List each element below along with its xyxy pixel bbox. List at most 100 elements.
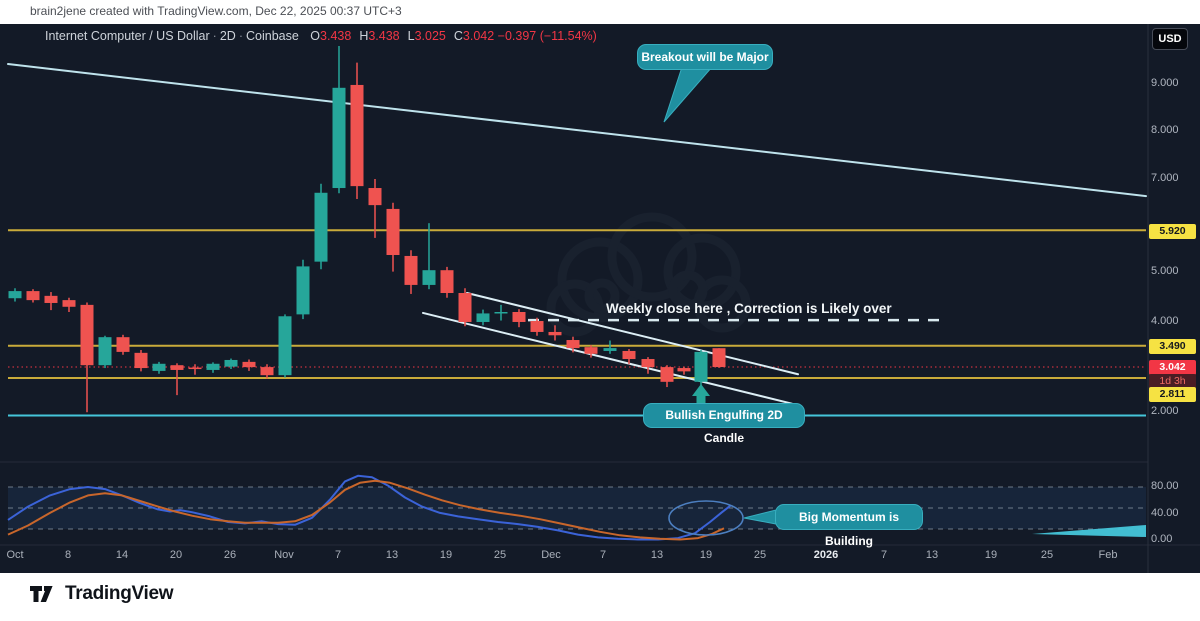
candle-body (26, 291, 40, 301)
candle-body (622, 350, 636, 360)
candle-body (278, 316, 292, 376)
candle-body (422, 270, 436, 285)
annotation-breakout[interactable]: Breakout will be Major (637, 44, 773, 70)
oscillator-band (8, 487, 1146, 529)
tradingview-logo-icon (30, 585, 53, 602)
time-tick-8: 8 (64, 549, 72, 561)
price-tick-5.000: 5.000 (1151, 265, 1179, 277)
candle-body (206, 363, 220, 370)
time-tick-Nov: Nov (274, 549, 294, 561)
breakout-callout-tail (663, 66, 714, 123)
time-tick-14: 14 (115, 549, 129, 561)
candle-body (170, 365, 184, 370)
time-tick-Feb: Feb (1098, 549, 1118, 561)
engulfing-arrow (692, 384, 710, 404)
time-tick-13: 13 (650, 549, 664, 561)
time-tick-13: 13 (385, 549, 399, 561)
candle-body (98, 337, 112, 366)
oscillator-line-orange (7, 479, 725, 541)
candle-body (494, 312, 508, 314)
annotation-big-momentum[interactable]: Big Momentum is Building (775, 504, 923, 548)
separator: · (212, 29, 217, 43)
price-tick-8.000: 8.000 (1151, 124, 1179, 136)
ohlc-item: O3.438 (310, 29, 352, 43)
symbol-title: Internet Computer / US Dollar (45, 29, 210, 43)
time-tick-Dec: Dec (541, 549, 561, 561)
attribution-text: brain2jene created with TradingView.com,… (30, 4, 402, 18)
ohlc-values: O3.438 H3.438 L3.025 C3.042 (302, 29, 494, 43)
ohlc-item: H3.438 (359, 29, 400, 43)
time-tick-25: 25 (753, 549, 767, 561)
time-tick-25: 25 (1040, 549, 1054, 561)
symbol-header[interactable]: Internet Computer / US Dollar · 2D · Coinbas… (45, 29, 597, 43)
candle-body (134, 352, 148, 369)
candle-body (584, 347, 598, 354)
time-tick-7: 7 (599, 549, 607, 561)
cyan-arrow-marker (1032, 525, 1146, 537)
price-label-3.042: 3.042 (1149, 360, 1196, 375)
change-value: −0.397 (−11.54%) (497, 29, 597, 43)
candle-body (116, 337, 130, 352)
oscillator-line-blue (7, 474, 732, 541)
candle-body (44, 295, 58, 303)
time-tick-13: 13 (925, 549, 939, 561)
candle-body (350, 84, 364, 187)
candle-body (152, 363, 166, 371)
candle-body (440, 270, 454, 293)
candle-body (694, 351, 708, 382)
candle-body (62, 300, 76, 307)
candle-body (548, 331, 562, 336)
candle-body (224, 359, 238, 367)
price-tick-4.000: 4.000 (1151, 315, 1179, 327)
time-tick-19: 19 (984, 549, 998, 561)
candle-body (404, 255, 418, 285)
candle-body (368, 188, 382, 206)
candle-body (296, 266, 310, 315)
oscillator-tick-40.00: 40.00 (1151, 507, 1179, 519)
candle-body (314, 192, 328, 262)
candle-body (476, 313, 490, 322)
annotation-weekly-close[interactable]: Weekly close here , Correction is Likely… (606, 301, 892, 316)
time-tick-20: 20 (169, 549, 183, 561)
separator2: · (238, 29, 243, 43)
currency-toggle-button[interactable]: USD (1152, 28, 1188, 50)
candle-body (660, 367, 674, 382)
time-tick-7: 7 (334, 549, 342, 561)
candle-body (458, 293, 472, 322)
price-tick-2.000: 2.000 (1151, 405, 1179, 417)
price-label-3.490: 3.490 (1149, 339, 1196, 354)
candle-body (530, 321, 544, 332)
candle-body (641, 359, 655, 368)
footer-bar: TradingView (0, 573, 1200, 621)
ohlc-item: L3.025 (407, 29, 446, 43)
tradingview-logo[interactable]: TradingView (30, 583, 174, 605)
time-tick-2026: 2026 (813, 549, 839, 561)
exchange: Coinbase (245, 29, 299, 43)
time-tick-19: 19 (699, 549, 713, 561)
momentum-ellipse (668, 500, 744, 536)
candle-body (512, 312, 526, 322)
candle-body (712, 348, 726, 368)
oscillator-tick-0.00: 0.00 (1151, 533, 1173, 545)
channel-upper (466, 292, 799, 376)
time-tick-26: 26 (223, 549, 237, 561)
watermark-brain (546, 212, 751, 337)
candle-body (677, 368, 691, 372)
candle-body (242, 361, 256, 368)
time-tick-25: 25 (493, 549, 507, 561)
candle-body (603, 348, 617, 351)
candle-body (260, 367, 274, 376)
time-tick-Oct: Oct (6, 549, 24, 561)
time-tick-7: 7 (880, 549, 888, 561)
channel-lower (422, 311, 793, 405)
descending-resistance (7, 63, 1147, 198)
price-label-2.811: 2.811 (1149, 387, 1196, 402)
candle-body (8, 291, 22, 299)
timeframe[interactable]: 2D (219, 29, 236, 43)
annotation-bullish-engulfing[interactable]: Bullish Engulfing 2D Candle (643, 403, 805, 445)
price-tick-9.000: 9.000 (1151, 77, 1179, 89)
candle-body (386, 208, 400, 255)
candle-body (566, 340, 580, 349)
